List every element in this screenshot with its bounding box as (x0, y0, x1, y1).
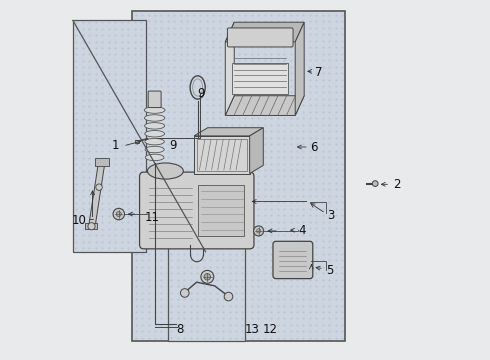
Text: 5: 5 (326, 264, 333, 277)
Polygon shape (194, 128, 263, 136)
Bar (232, 63, 288, 94)
Text: 8: 8 (176, 323, 184, 336)
Circle shape (88, 223, 95, 230)
Circle shape (254, 226, 264, 236)
Circle shape (256, 229, 261, 233)
Polygon shape (295, 22, 304, 116)
Bar (197, 185, 245, 235)
Bar (95, 158, 109, 166)
FancyBboxPatch shape (273, 241, 313, 279)
Bar (132, 12, 345, 341)
Bar (135, 140, 139, 143)
Ellipse shape (147, 163, 183, 179)
Ellipse shape (145, 146, 164, 153)
Bar (73, 21, 147, 252)
Text: 1: 1 (111, 139, 119, 152)
Bar (197, 139, 247, 171)
FancyBboxPatch shape (140, 172, 254, 249)
Circle shape (224, 292, 233, 301)
Ellipse shape (146, 154, 164, 161)
Circle shape (372, 181, 378, 186)
Ellipse shape (145, 131, 165, 137)
Polygon shape (225, 22, 234, 116)
Polygon shape (225, 96, 304, 116)
FancyBboxPatch shape (148, 91, 161, 108)
Text: 3: 3 (327, 210, 334, 222)
Text: 2: 2 (393, 178, 400, 191)
Text: 9: 9 (197, 87, 205, 100)
Text: 12: 12 (262, 323, 277, 336)
Text: 10: 10 (72, 214, 87, 227)
Circle shape (204, 274, 211, 280)
Circle shape (201, 270, 214, 283)
Ellipse shape (145, 138, 164, 145)
Polygon shape (89, 166, 104, 226)
Polygon shape (250, 128, 263, 174)
Ellipse shape (145, 115, 165, 121)
Bar (194, 136, 250, 174)
Ellipse shape (144, 107, 165, 113)
Polygon shape (225, 22, 304, 42)
Text: 7: 7 (315, 66, 323, 79)
Text: 9: 9 (170, 139, 177, 152)
Circle shape (180, 289, 189, 297)
Circle shape (113, 208, 124, 220)
Text: 6: 6 (310, 141, 318, 154)
Circle shape (116, 212, 122, 217)
FancyBboxPatch shape (227, 28, 293, 47)
Bar (168, 239, 245, 341)
Text: 11: 11 (145, 211, 160, 224)
Bar (85, 223, 97, 229)
Circle shape (96, 184, 102, 190)
Text: 4: 4 (298, 224, 306, 238)
Text: 13: 13 (245, 323, 260, 336)
Ellipse shape (145, 123, 165, 129)
